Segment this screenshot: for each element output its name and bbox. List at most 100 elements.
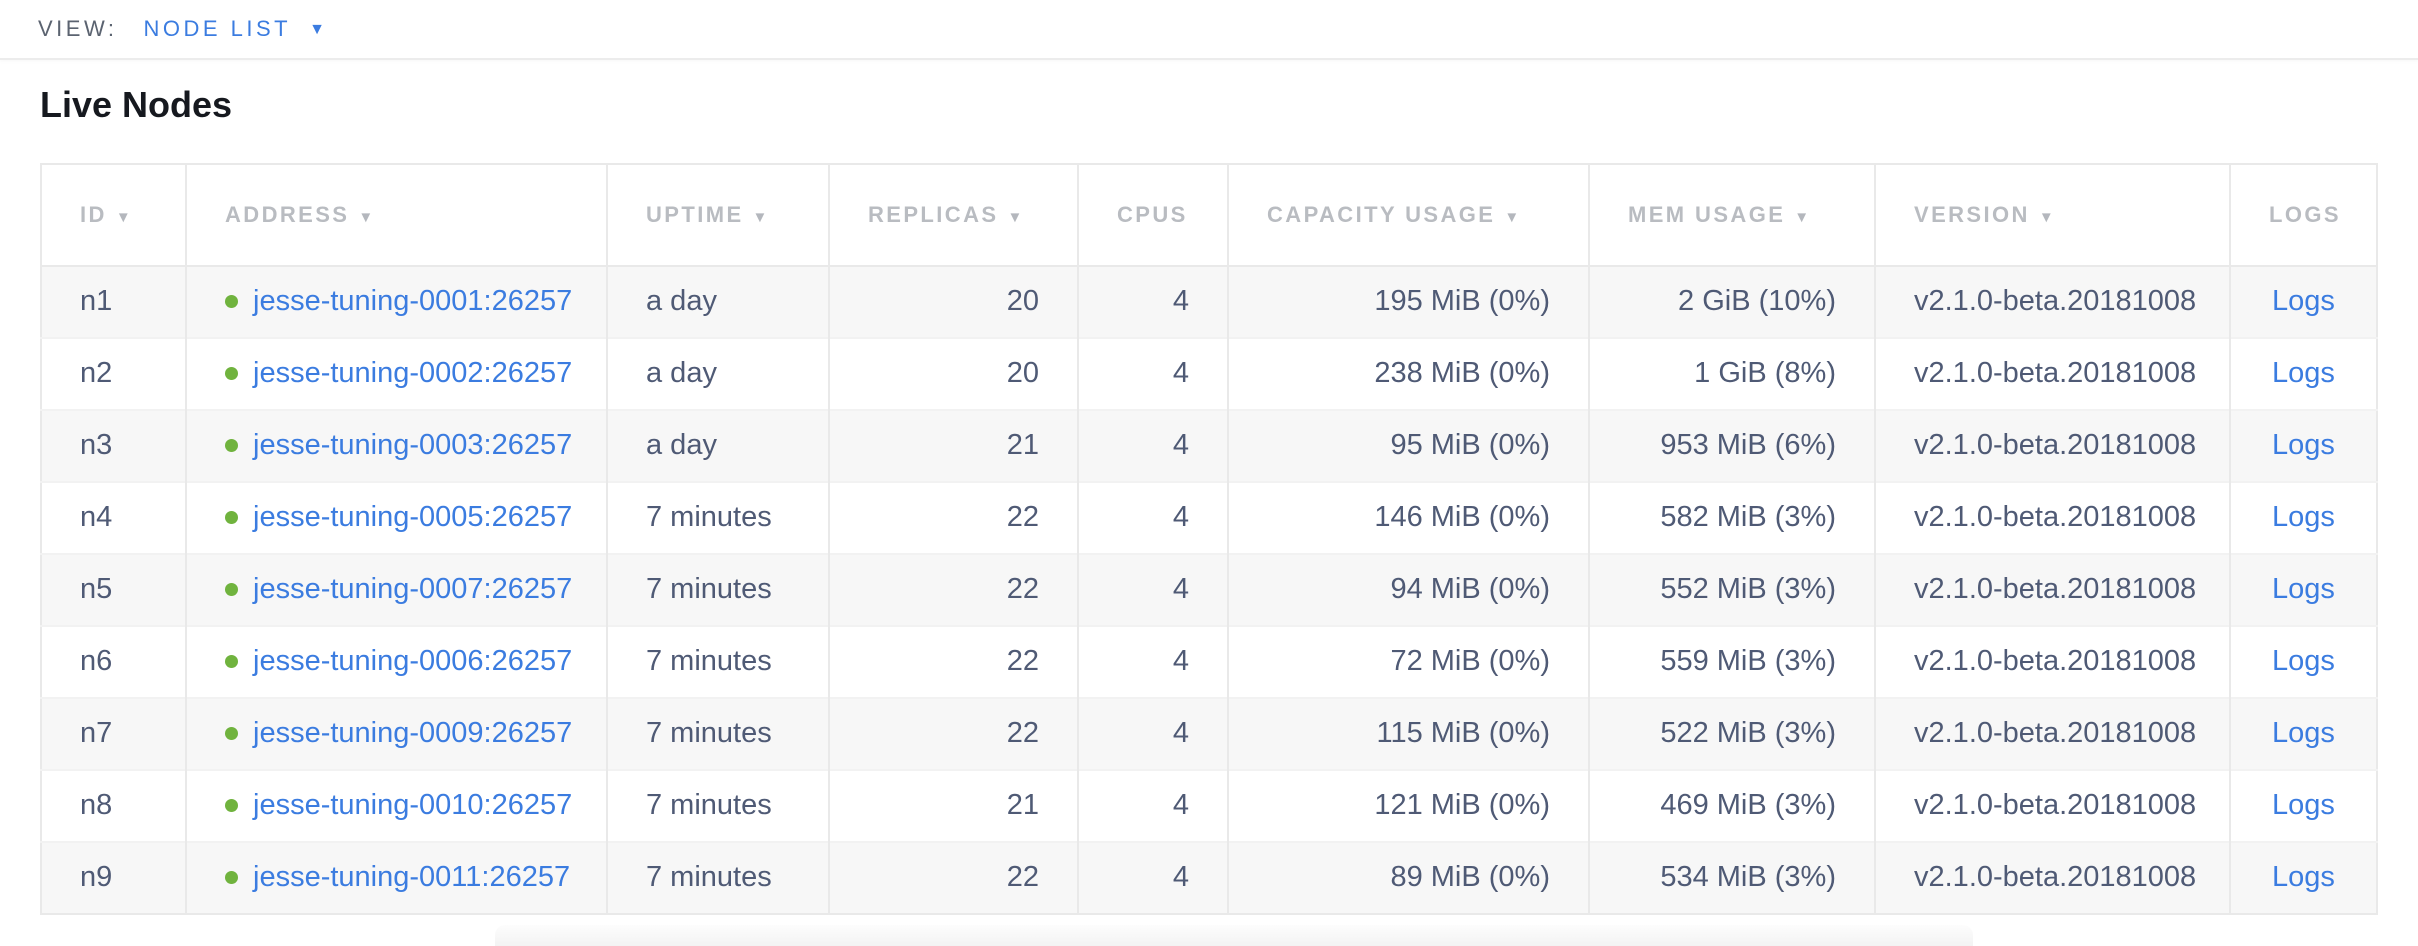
node-mem-usage-cell: 534 MiB (3%) [1588,841,1875,914]
node-capacity-usage-cell: 121 MiB (0%) [1227,769,1589,842]
logs-link[interactable]: Logs [2272,501,2335,534]
node-address-cell: jesse-tuning-0006:26257 [185,625,607,698]
node-uptime-cell: 7 minutes [606,481,829,554]
column-header-replicas[interactable]: REPLICAS ▼ [828,163,1078,267]
node-replicas-cell: 21 [828,409,1078,482]
logs-link[interactable]: Logs [2272,717,2335,750]
logs-link[interactable]: Logs [2272,429,2335,462]
node-version-cell: v2.1.0-beta.20181008 [1874,409,2230,482]
table-row: n5 jesse-tuning-0007:26257 7 minutes 22 … [41,553,2377,626]
node-cpus-cell: 4 [1077,841,1228,914]
node-address-link[interactable]: jesse-tuning-0010:26257 [253,789,573,822]
logs-link[interactable]: Logs [2272,861,2335,894]
node-address-cell: jesse-tuning-0003:26257 [185,409,607,482]
logs-link[interactable]: Logs [2272,645,2335,678]
logs-link[interactable]: Logs [2272,789,2335,822]
column-header-label: CPUS [1117,201,1188,227]
node-uptime-cell: a day [606,337,829,410]
node-live-status-icon [225,295,238,309]
view-selected-value[interactable]: NODE LIST [143,16,292,41]
sort-desc-icon[interactable]: ▼ [1007,208,1025,226]
node-mem-usage-cell: 559 MiB (3%) [1588,625,1875,698]
node-cpus-cell: 4 [1077,265,1228,338]
node-id-cell: n5 [80,573,113,606]
node-address-link[interactable]: jesse-tuning-0001:26257 [253,285,573,318]
node-mem-usage-cell: 552 MiB (3%) [1588,553,1875,626]
column-header-label: UPTIME [646,201,744,227]
node-capacity-usage-cell: 146 MiB (0%) [1227,481,1589,554]
node-address-link[interactable]: jesse-tuning-0009:26257 [253,717,573,750]
node-replicas-cell: 22 [828,841,1078,914]
node-capacity-usage-cell: 95 MiB (0%) [1227,409,1589,482]
node-address-link[interactable]: jesse-tuning-0011:26257 [253,861,571,894]
column-header-uptime[interactable]: UPTIME ▼ [606,163,829,267]
table-body: n1 jesse-tuning-0001:26257 a day 20 4 19… [41,265,2377,914]
node-address-link[interactable]: jesse-tuning-0002:26257 [253,357,573,390]
column-header-label: ID [80,201,107,227]
column-header-capacity-usage[interactable]: CAPACITY USAGE ▼ [1227,163,1589,267]
node-mem-usage-cell: 469 MiB (3%) [1588,769,1875,842]
node-capacity-usage-cell: 115 MiB (0%) [1227,697,1589,770]
table-row: n4 jesse-tuning-0005:26257 7 minutes 22 … [41,481,2377,554]
view-label: VIEW: [38,16,118,41]
node-uptime-cell: 7 minutes [606,841,829,914]
node-replicas-cell: 21 [828,769,1078,842]
node-address-link[interactable]: jesse-tuning-0006:26257 [253,645,573,678]
node-capacity-usage-cell: 94 MiB (0%) [1227,553,1589,626]
node-logs-cell: Logs [2229,481,2377,554]
sort-desc-icon[interactable]: ▼ [752,208,770,226]
node-cpus-cell: 4 [1077,697,1228,770]
node-logs-cell: Logs [2229,697,2377,770]
table-row: n9 jesse-tuning-0011:26257 7 minutes 22 … [41,841,2377,914]
node-live-status-icon [225,871,238,885]
node-live-status-icon [225,583,238,597]
sort-desc-icon[interactable]: ▼ [115,208,134,226]
node-version-cell: v2.1.0-beta.20181008 [1874,625,2230,698]
page-title: Live Nodes [40,84,233,125]
column-header-version[interactable]: VERSION ▼ [1874,163,2230,267]
node-cpus-cell: 4 [1077,337,1228,410]
node-uptime-cell: a day [606,409,829,482]
node-uptime-cell: a day [606,265,829,338]
table-row: n6 jesse-tuning-0006:26257 7 minutes 22 … [41,625,2377,698]
node-live-status-icon [225,655,238,669]
column-header-label: ADDRESS [225,201,350,227]
view-bar: VIEW: NODE LIST ▼ [0,0,2418,60]
column-header-mem-usage[interactable]: MEM USAGE ▼ [1588,163,1875,267]
node-address-link[interactable]: jesse-tuning-0005:26257 [253,501,573,534]
node-id-cell: n6 [80,645,113,678]
node-cpus-cell: 4 [1077,625,1228,698]
node-uptime-cell: 7 minutes [606,553,829,626]
column-header-id[interactable]: ID ▼ [41,163,186,267]
logs-link[interactable]: Logs [2272,357,2335,390]
column-header-logs: LOGS [2229,163,2377,267]
node-address-cell: jesse-tuning-0011:26257 [185,841,607,914]
node-version-cell: v2.1.0-beta.20181008 [1874,265,2230,338]
logs-link[interactable]: Logs [2272,573,2335,606]
table-row: n1 jesse-tuning-0001:26257 a day 20 4 19… [41,265,2377,338]
node-address-cell: jesse-tuning-0007:26257 [185,553,607,626]
sort-desc-icon[interactable]: ▼ [1794,208,1812,226]
column-header-cpus: CPUS [1077,163,1228,267]
sort-desc-icon[interactable]: ▼ [358,208,376,226]
node-live-status-icon [225,727,238,741]
node-address-cell: jesse-tuning-0009:26257 [185,697,607,770]
sort-desc-icon[interactable]: ▼ [1504,208,1522,226]
node-address-link[interactable]: jesse-tuning-0003:26257 [253,429,573,462]
node-capacity-usage-cell: 238 MiB (0%) [1227,337,1589,410]
view-selector-dropdown[interactable]: NODE LIST ▼ [143,16,324,42]
node-id-cell: n9 [80,861,113,894]
logs-link[interactable]: Logs [2272,285,2335,318]
column-header-address[interactable]: ADDRESS ▼ [185,163,607,267]
node-mem-usage-cell: 953 MiB (6%) [1588,409,1875,482]
node-cpus-cell: 4 [1077,409,1228,482]
node-cpus-cell: 4 [1077,481,1228,554]
sort-desc-icon[interactable]: ▼ [2038,208,2057,226]
chevron-down-icon[interactable]: ▼ [309,21,325,38]
node-logs-cell: Logs [2229,553,2377,626]
node-replicas-cell: 20 [828,265,1078,338]
node-address-link[interactable]: jesse-tuning-0007:26257 [253,573,573,606]
node-address-cell: jesse-tuning-0001:26257 [185,265,607,338]
node-cpus-cell: 4 [1077,769,1228,842]
node-replicas-cell: 22 [828,481,1078,554]
